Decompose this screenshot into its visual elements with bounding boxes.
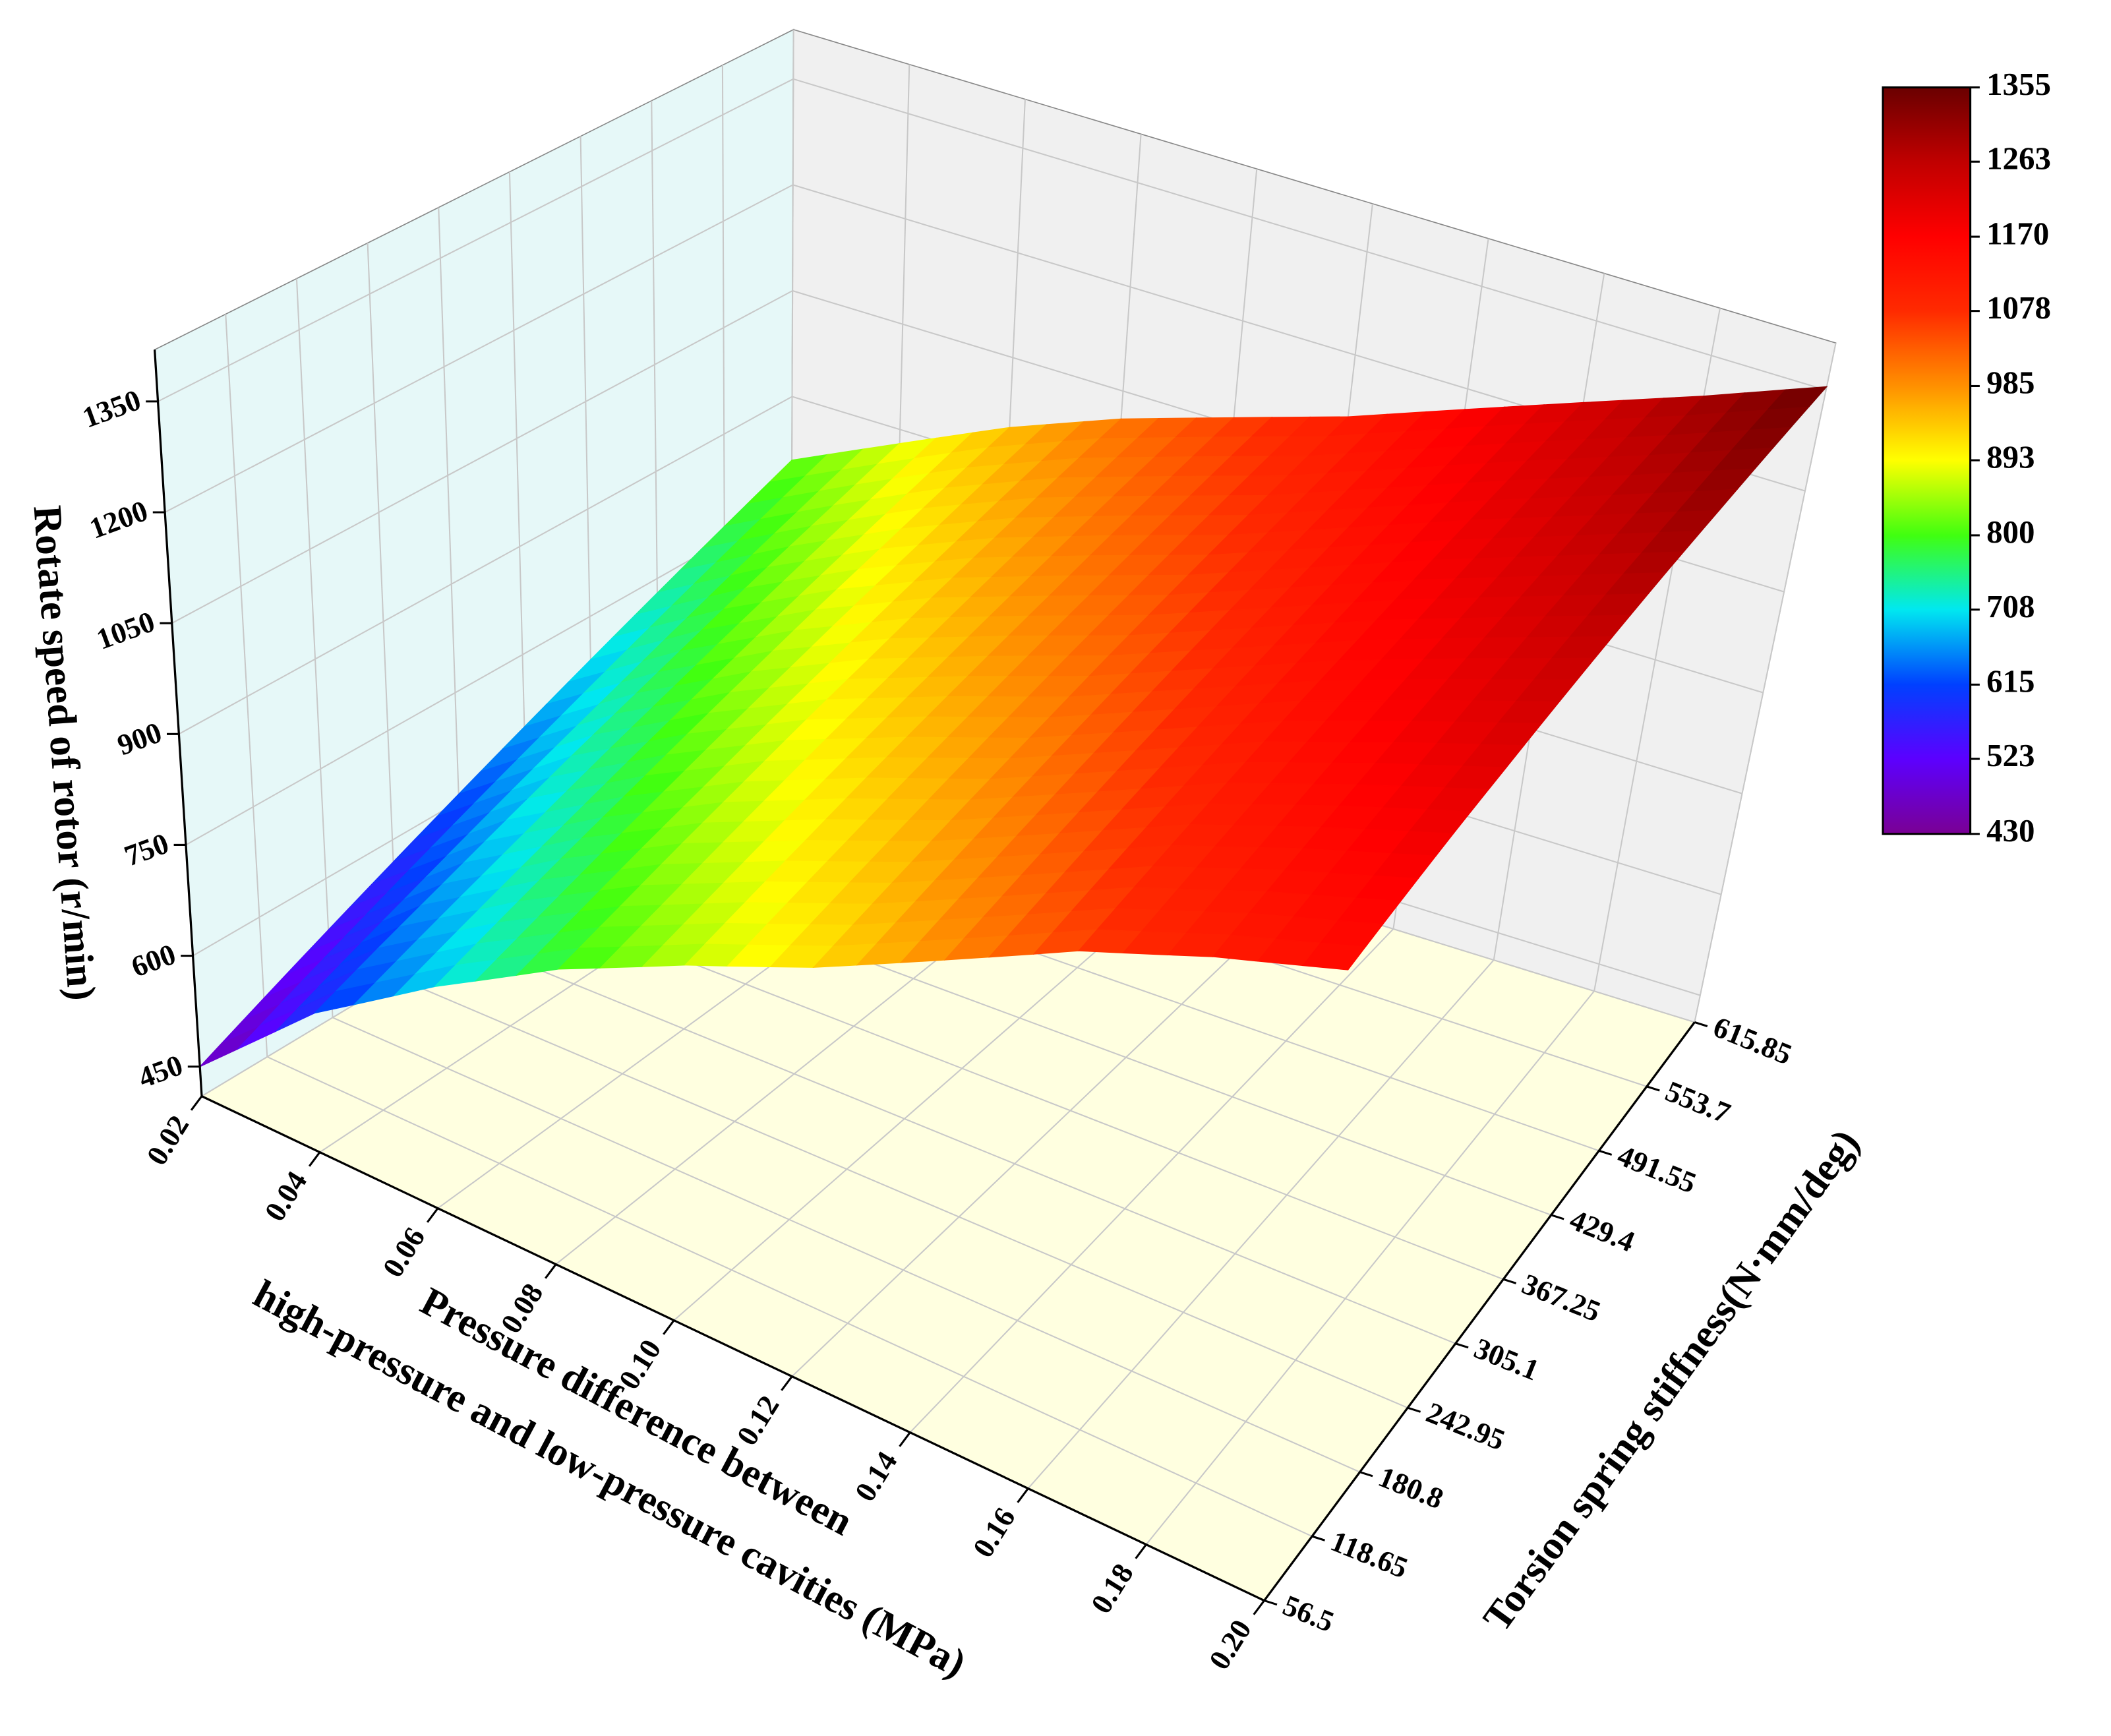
x-tick xyxy=(426,1207,439,1223)
colorbar-tick-label: 1355 xyxy=(1986,66,2051,102)
z-tick-label: 450 xyxy=(134,1048,187,1094)
y-tick xyxy=(1598,1149,1613,1156)
y-tick-label: 305.1 xyxy=(1470,1331,1543,1387)
z-tick-label: 1200 xyxy=(85,494,152,545)
x-tick-label: 0.16 xyxy=(966,1502,1022,1563)
axis-line xyxy=(201,1095,1265,1602)
y-tick xyxy=(1311,1535,1325,1541)
y-tick xyxy=(1502,1278,1517,1284)
x-tick-label: 0.18 xyxy=(1085,1558,1140,1619)
x-tick-label: 0.14 xyxy=(848,1446,904,1507)
colorbar-tick-label: 615 xyxy=(1986,663,2035,700)
y-tick-label: 553.7 xyxy=(1661,1075,1735,1130)
grid-line xyxy=(164,184,794,513)
y-tick-label: 615.85 xyxy=(1709,1010,1797,1071)
grid-line xyxy=(463,938,1456,1344)
x-tick xyxy=(1017,1487,1029,1503)
x-tick xyxy=(899,1431,911,1447)
y-tick xyxy=(1407,1406,1421,1413)
z-tick-label: 1350 xyxy=(78,383,145,434)
grid-line xyxy=(295,278,334,1018)
x-tick xyxy=(308,1151,321,1167)
colorbar xyxy=(1882,86,1972,835)
y-tick-label: 118.65 xyxy=(1326,1524,1413,1585)
y-tick-label: 56.5 xyxy=(1278,1588,1339,1638)
grid-line xyxy=(178,396,792,735)
colorbar-tick-label: 893 xyxy=(1986,438,2035,475)
y-tick xyxy=(1455,1342,1469,1349)
z-tick-label: 600 xyxy=(127,938,180,984)
colorbar-tick-label: 985 xyxy=(1986,365,2035,401)
z-tick-label: 900 xyxy=(113,715,165,762)
colorbar-tick-label: 708 xyxy=(1986,588,2035,624)
grid-line xyxy=(158,78,794,402)
z-axis-title: Rotate speed of rotor (r/min) xyxy=(25,504,104,1002)
y-tick-label: 429.4 xyxy=(1565,1203,1639,1258)
colorbar-tick-label: 1170 xyxy=(1986,215,2049,251)
colorbar-tick-label: 1078 xyxy=(1986,289,2051,326)
z-tick-label: 1050 xyxy=(92,605,159,656)
colorbar-tick-label: 523 xyxy=(1986,737,2035,773)
x-tick xyxy=(1253,1600,1265,1615)
y-tick xyxy=(1694,1021,1708,1027)
x-tick xyxy=(663,1319,675,1335)
x-tick xyxy=(190,1095,203,1111)
x-tick-label: 0.04 xyxy=(258,1166,313,1227)
y-tick xyxy=(1359,1471,1373,1478)
grid-line xyxy=(1694,342,1837,1023)
grid-line xyxy=(791,897,1293,1377)
y-tick xyxy=(1264,1600,1278,1606)
grid-line xyxy=(1145,990,1595,1545)
grid-line xyxy=(266,1056,1313,1538)
grid-line xyxy=(793,78,1827,391)
x-tick xyxy=(1135,1543,1147,1559)
axis-line xyxy=(153,349,203,1096)
colorbar-tick-label: 1263 xyxy=(1986,140,2051,176)
plot-area: Rotate speed of rotor (r/min) Pressure d… xyxy=(25,28,2051,1686)
x-tick xyxy=(545,1263,557,1279)
axis-line xyxy=(1263,1021,1696,1601)
grid-line xyxy=(398,977,1408,1409)
x-tick-label: 0.02 xyxy=(140,1110,195,1171)
grid-line xyxy=(225,314,268,1058)
x-tick xyxy=(781,1375,793,1391)
grid-line xyxy=(171,290,793,624)
grid-line xyxy=(909,928,1394,1433)
colorbar-tick-label: 430 xyxy=(1986,812,2035,849)
y-tick-label: 367.25 xyxy=(1518,1267,1605,1329)
grid-line xyxy=(1027,959,1495,1489)
x-tick-label: 0.20 xyxy=(1203,1614,1258,1675)
y-tick-label: 180.8 xyxy=(1374,1460,1448,1515)
y-tick xyxy=(1551,1214,1564,1220)
z-tick-label: 750 xyxy=(120,827,173,873)
y-tick xyxy=(1646,1085,1660,1092)
colorbar-tick-label: 800 xyxy=(1986,514,2035,550)
surface-patch xyxy=(1301,942,1367,971)
y-tick-label: 242.95 xyxy=(1422,1396,1510,1457)
x-tick-label: 0.06 xyxy=(376,1222,431,1283)
surface xyxy=(199,386,1828,1067)
y-tick-label: 491.55 xyxy=(1613,1139,1701,1200)
grid-line xyxy=(332,1017,1361,1473)
grid-line xyxy=(367,243,399,978)
